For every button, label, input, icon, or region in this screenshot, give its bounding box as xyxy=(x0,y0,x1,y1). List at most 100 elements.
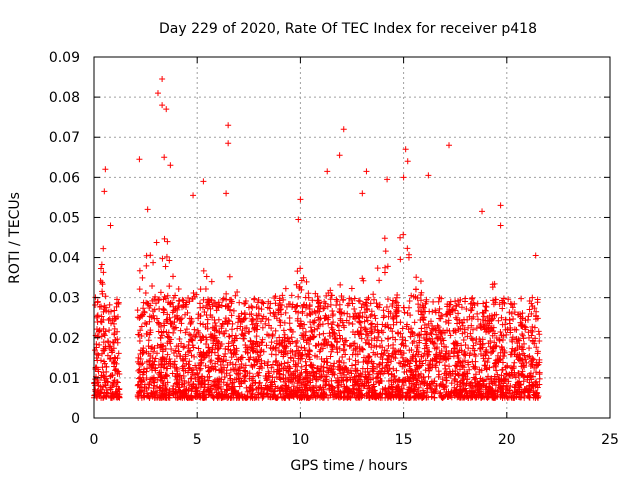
data-point xyxy=(508,301,515,308)
data-point xyxy=(228,296,235,303)
data-point xyxy=(329,307,336,314)
data-point xyxy=(364,360,371,367)
data-point xyxy=(412,286,419,293)
data-point xyxy=(516,378,523,385)
data-point xyxy=(329,346,336,353)
data-point xyxy=(180,373,187,380)
data-point xyxy=(397,319,404,326)
data-point xyxy=(510,315,517,322)
data-point xyxy=(342,364,349,371)
data-point xyxy=(393,312,400,319)
data-point xyxy=(255,372,262,379)
data-point xyxy=(231,366,238,373)
data-point xyxy=(368,325,375,332)
data-point xyxy=(185,295,192,302)
data-point xyxy=(349,321,356,328)
data-point xyxy=(376,361,383,368)
data-point xyxy=(107,320,114,327)
data-point xyxy=(220,379,227,386)
data-point xyxy=(242,298,249,305)
data-point xyxy=(289,328,296,335)
data-point xyxy=(188,393,195,400)
data-point xyxy=(272,327,279,334)
data-point xyxy=(389,384,396,391)
data-point xyxy=(379,359,386,366)
data-point xyxy=(509,304,516,311)
data-point xyxy=(189,336,196,343)
data-point xyxy=(191,371,198,378)
data-point xyxy=(160,380,167,387)
data-point xyxy=(449,307,456,314)
data-point xyxy=(289,303,296,310)
data-point xyxy=(352,351,359,358)
data-point xyxy=(114,355,121,362)
data-point xyxy=(190,290,197,297)
data-point xyxy=(99,364,106,371)
data-point xyxy=(293,389,300,396)
data-point xyxy=(195,381,202,388)
data-point xyxy=(364,332,371,339)
data-point xyxy=(155,320,162,327)
data-point xyxy=(174,373,181,380)
data-point xyxy=(520,350,527,357)
data-point xyxy=(456,317,463,324)
data-point xyxy=(265,368,272,375)
data-point xyxy=(279,342,286,349)
data-point xyxy=(163,387,170,394)
data-point xyxy=(363,306,370,313)
data-point xyxy=(392,336,399,343)
data-point xyxy=(145,337,152,344)
data-point xyxy=(483,329,490,336)
data-point xyxy=(146,313,153,320)
data-point xyxy=(438,381,445,388)
data-point xyxy=(488,324,495,331)
data-point xyxy=(324,316,331,323)
data-point xyxy=(114,336,121,343)
data-point xyxy=(196,367,203,374)
data-point xyxy=(257,363,264,370)
data-point xyxy=(496,357,503,364)
data-point xyxy=(257,384,264,391)
peak-point xyxy=(102,166,109,173)
data-point xyxy=(519,371,526,378)
data-point xyxy=(525,329,532,336)
data-point xyxy=(207,358,214,365)
data-point xyxy=(534,384,541,391)
peak-point xyxy=(200,178,207,185)
data-point xyxy=(407,365,414,372)
data-point xyxy=(480,323,487,330)
data-point xyxy=(228,312,235,319)
data-point xyxy=(104,378,111,385)
data-point xyxy=(331,371,338,378)
data-point xyxy=(430,388,437,395)
data-point xyxy=(534,299,541,306)
data-point xyxy=(415,384,422,391)
data-point xyxy=(533,369,540,376)
data-point xyxy=(369,384,376,391)
data-point xyxy=(323,339,330,346)
data-point xyxy=(518,371,525,378)
data-point xyxy=(280,327,287,334)
data-point xyxy=(158,329,165,336)
data-point xyxy=(318,341,325,348)
data-point xyxy=(453,342,460,349)
data-point xyxy=(315,322,322,329)
data-point xyxy=(436,305,443,312)
data-point xyxy=(205,368,212,375)
data-point xyxy=(292,339,299,346)
data-point xyxy=(204,299,211,306)
data-point xyxy=(110,345,117,352)
data-point xyxy=(531,364,538,371)
data-point xyxy=(149,367,156,374)
data-point xyxy=(464,333,471,340)
data-point xyxy=(191,293,198,300)
data-point xyxy=(504,387,511,394)
data-point xyxy=(504,394,511,401)
data-point xyxy=(164,365,171,372)
data-point xyxy=(476,392,483,399)
data-point xyxy=(518,322,525,329)
data-point xyxy=(490,301,497,308)
x-tick-label: 0 xyxy=(90,432,99,448)
data-point xyxy=(95,352,102,359)
data-point xyxy=(200,267,207,274)
